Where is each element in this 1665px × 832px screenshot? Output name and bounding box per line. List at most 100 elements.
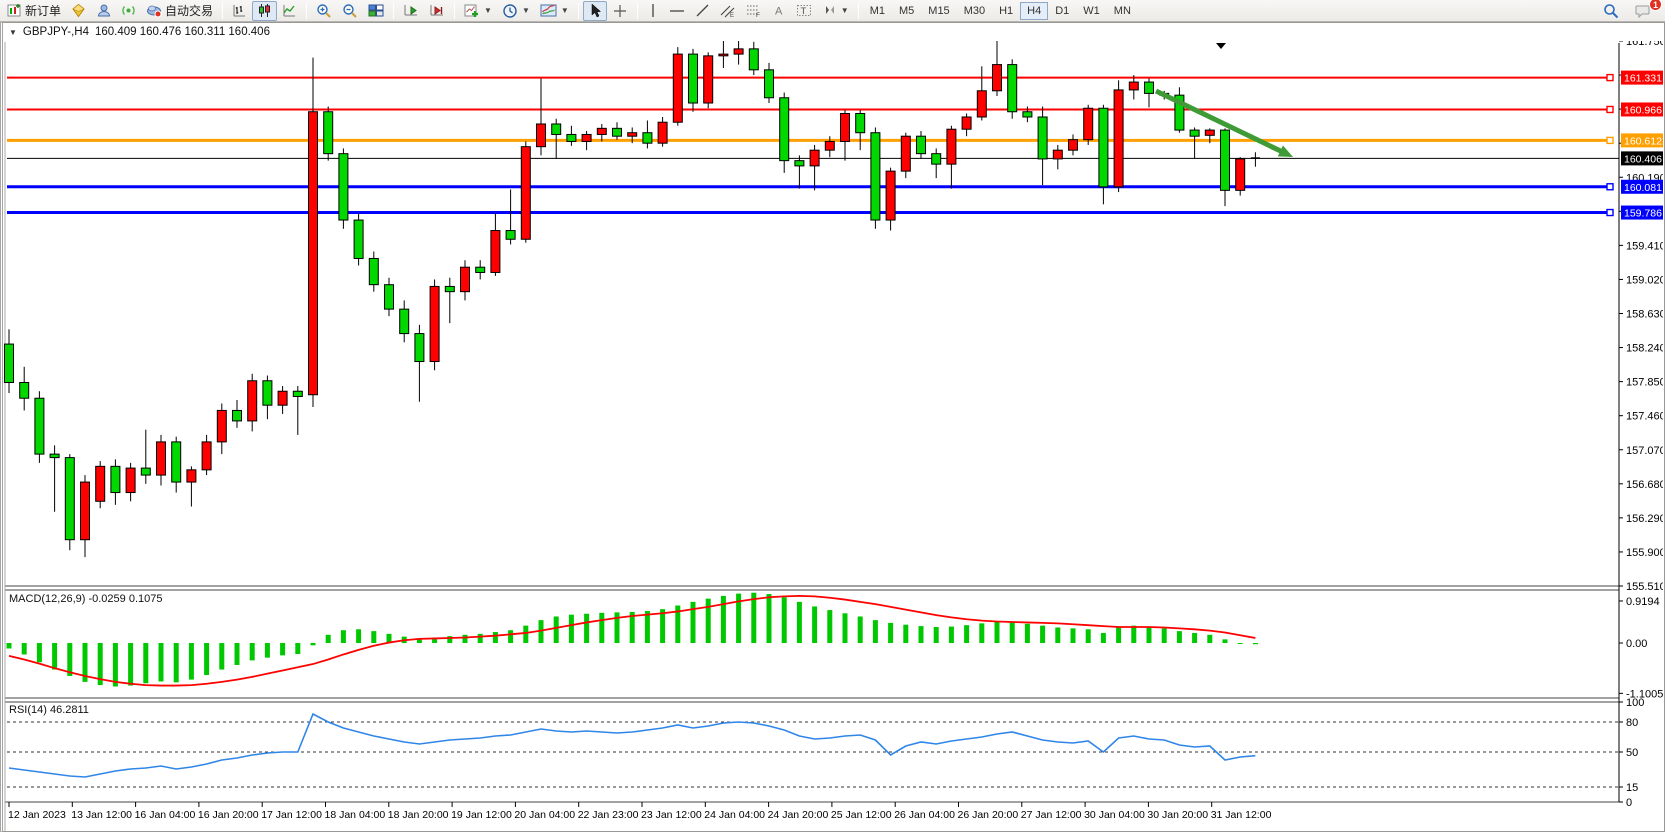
- channel-button[interactable]: E: [715, 1, 741, 21]
- svg-text:156.290: 156.290: [1626, 513, 1663, 525]
- tab-h4[interactable]: H4: [1020, 1, 1049, 20]
- mql5-button[interactable]: [66, 1, 91, 21]
- svg-text:18 Jan 20:00: 18 Jan 20:00: [388, 809, 449, 821]
- chart-window: ▼ GBPJPY-,H4 160.409 160.476 160.311 160…: [0, 22, 1665, 832]
- tab-w1[interactable]: W1: [1083, 4, 1100, 17]
- shapes-icon: [825, 6, 834, 14]
- periods-button[interactable]: ▼: [497, 1, 535, 21]
- svg-text:17 Jan 12:00: 17 Jan 12:00: [261, 809, 322, 821]
- macd-indicator-label: MACD(12,26,9) -0.0259 0.1075: [9, 593, 163, 605]
- auto-scroll-button[interactable]: [398, 1, 424, 21]
- tab-h1[interactable]: H1: [999, 4, 1014, 17]
- signals-button[interactable]: [116, 1, 141, 21]
- svg-text:155.510: 155.510: [1626, 581, 1663, 593]
- svg-text:30 Jan 04:00: 30 Jan 04:00: [1084, 809, 1145, 821]
- notifications-icon: [1635, 5, 1650, 18]
- tile-windows-icon: [368, 4, 384, 17]
- tab-mn[interactable]: MN: [1113, 4, 1131, 17]
- tab-m30[interactable]: M30: [963, 4, 986, 17]
- label-icon: T: [796, 5, 811, 17]
- label-button[interactable]: T: [791, 1, 817, 21]
- svg-text:160.966: 160.966: [1624, 104, 1662, 116]
- svg-text:E: E: [730, 13, 734, 18]
- toolbar-separator: [454, 2, 456, 19]
- zoom-out-button[interactable]: [337, 1, 363, 21]
- notification-badge: 1: [1649, 0, 1662, 11]
- new-order-icon: [7, 4, 21, 17]
- templates-icon: [540, 4, 557, 17]
- channel-icon: E: [720, 5, 735, 18]
- svg-text:25 Jan 12:00: 25 Jan 12:00: [831, 809, 892, 821]
- svg-text:155.900: 155.900: [1626, 547, 1663, 559]
- toolbar-separator: [306, 2, 308, 19]
- text-button[interactable]: A: [767, 1, 791, 21]
- toolbar: 新订单 自动交易: [0, 0, 1665, 22]
- tab-m5[interactable]: M5: [899, 4, 915, 17]
- crosshair-button[interactable]: [607, 1, 633, 21]
- line-chart-button[interactable]: [277, 1, 302, 21]
- vertical-line-button[interactable]: [642, 1, 664, 21]
- zoom-in-icon: [317, 3, 331, 18]
- community-button[interactable]: [91, 1, 116, 21]
- shapes-button[interactable]: ▼: [817, 1, 854, 21]
- svg-text:31 Jan 12:00: 31 Jan 12:00: [1211, 809, 1272, 821]
- svg-text:160.612: 160.612: [1624, 135, 1662, 147]
- tab-m15[interactable]: M15: [928, 4, 950, 17]
- new-order-label: 新订单: [25, 4, 62, 18]
- indicators-button[interactable]: ▼: [459, 1, 497, 21]
- svg-text:161.331: 161.331: [1624, 73, 1662, 85]
- svg-text:18 Jan 04:00: 18 Jan 04:00: [325, 809, 386, 821]
- svg-text:16 Jan 20:00: 16 Jan 20:00: [198, 809, 259, 821]
- svg-text:30 Jan 20:00: 30 Jan 20:00: [1147, 809, 1208, 821]
- fibonacci-button[interactable]: F: [741, 1, 767, 21]
- search-button[interactable]: [1598, 1, 1624, 21]
- search-icon: [1604, 3, 1619, 18]
- zoom-in-button[interactable]: [311, 1, 337, 21]
- trendline-button[interactable]: [690, 1, 715, 21]
- svg-text:13 Jan 12:00: 13 Jan 12:00: [71, 809, 132, 821]
- svg-text:160.081: 160.081: [1624, 182, 1662, 194]
- svg-text:26 Jan 04:00: 26 Jan 04:00: [894, 809, 955, 821]
- candlestick-chart-button[interactable]: [252, 0, 278, 21]
- bar-chart-button[interactable]: [227, 1, 252, 21]
- tab-m1[interactable]: M1: [869, 4, 885, 17]
- price-chart[interactable]: 161.750160.190159.410159.020158.630158.2…: [3, 41, 1663, 831]
- autotrade-button[interactable]: 自动交易: [141, 1, 218, 21]
- toolbar-separator: [393, 2, 395, 19]
- svg-text:12 Jan 2023: 12 Jan 2023: [8, 809, 66, 821]
- svg-text:-1.1005: -1.1005: [1626, 688, 1663, 700]
- svg-text:80: 80: [1626, 717, 1638, 729]
- toolbar-separator: [577, 2, 579, 19]
- tab-d1[interactable]: D1: [1055, 4, 1070, 17]
- svg-text:160.406: 160.406: [1624, 153, 1662, 165]
- rsi-indicator-label: RSI(14) 46.2811: [9, 704, 89, 716]
- new-order-button[interactable]: 新订单: [2, 1, 66, 21]
- svg-text:0: 0: [1626, 797, 1632, 809]
- tile-windows-button[interactable]: [363, 1, 389, 21]
- templates-button[interactable]: ▼: [535, 1, 574, 21]
- collapse-chart-icon[interactable]: ▼: [9, 27, 17, 37]
- svg-text:27 Jan 12:00: 27 Jan 12:00: [1021, 809, 1082, 821]
- svg-text:50: 50: [1626, 747, 1638, 759]
- chart-shift-button[interactable]: [424, 1, 450, 21]
- dropdown-caret: ▼: [484, 6, 492, 15]
- trendline-icon: [696, 4, 709, 17]
- svg-text:20 Jan 04:00: 20 Jan 04:00: [514, 809, 575, 821]
- cursor-icon: [591, 3, 601, 18]
- svg-text:22 Jan 23:00: 22 Jan 23:00: [578, 809, 639, 821]
- notifications-button[interactable]: 1: [1630, 0, 1662, 21]
- community-icon: [98, 4, 111, 17]
- crosshair-icon: [613, 4, 626, 17]
- indicators-icon: [464, 4, 479, 17]
- horizontal-line-button[interactable]: [664, 1, 690, 21]
- line-chart-icon: [283, 5, 296, 17]
- svg-text:16 Jan 04:00: 16 Jan 04:00: [135, 809, 196, 821]
- svg-text:100: 100: [1626, 697, 1644, 709]
- chart-shift-icon: [430, 5, 444, 16]
- svg-text:24 Jan 20:00: 24 Jan 20:00: [768, 809, 829, 821]
- cursor-button[interactable]: [582, 0, 607, 21]
- svg-text:158.630: 158.630: [1626, 309, 1663, 321]
- svg-text:157.850: 157.850: [1626, 377, 1663, 389]
- svg-text:T: T: [800, 6, 806, 17]
